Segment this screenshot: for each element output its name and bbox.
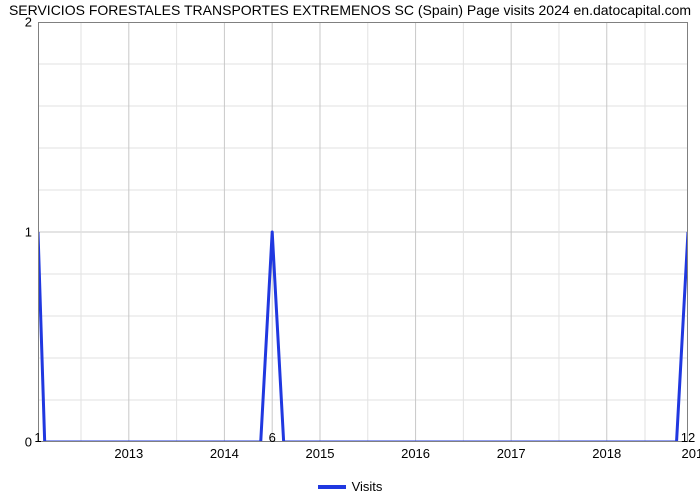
chart-svg [38,22,688,442]
chart-legend: Visits [0,479,700,494]
chart-plot-area: 0122013201420152016201720181612201 [38,22,688,442]
x-edge-label-left: 1 [34,430,41,445]
x-year-label: 2017 [497,446,526,461]
x-edge-label-right: 12 [681,430,695,445]
x-year-label: 2018 [592,446,621,461]
chart-title: SERVICIOS FORESTALES TRANSPORTES EXTREME… [0,2,700,18]
x-edge-label-mid: 6 [269,430,276,445]
legend-swatch [318,485,346,489]
legend-label: Visits [352,479,383,494]
x-year-label: 2014 [210,446,239,461]
y-tick-label: 1 [25,225,32,240]
y-tick-label: 0 [25,435,32,450]
x-year-label: 2013 [114,446,143,461]
x-year-label: 2016 [401,446,430,461]
x-year-label: 2015 [306,446,335,461]
y-tick-label: 2 [25,15,32,30]
x-year-label: 201 [681,446,700,461]
